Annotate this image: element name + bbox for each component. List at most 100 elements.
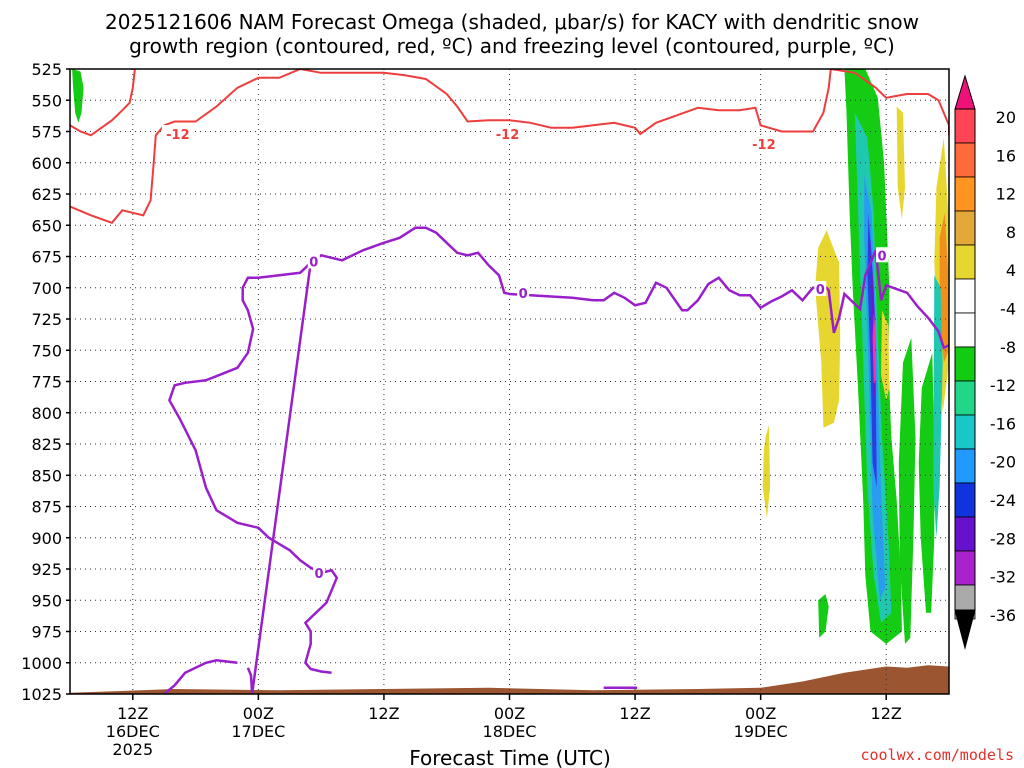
y-tick-label: 600 [31,154,62,173]
y-tick-label: 775 [31,373,62,392]
dgz-contour-1 [70,69,949,224]
dgz-contour-0 [70,69,136,137]
colorbar-swatch [954,414,976,450]
y-tick-label: 1000 [21,654,62,673]
freezing-label-bg [307,253,320,269]
colorbar-swatch [954,482,976,518]
dgz-label-bg [491,125,524,141]
omega-region-1 [815,230,841,428]
y-tick-label: 925 [31,560,62,579]
x-tick-label: 00Z [243,704,274,723]
contours: -12 -12 -12 0 0 0 0 0 [70,69,949,694]
freezing-label-bg [876,247,889,263]
dgz-label-bg [161,125,194,141]
colorbar-swatch [954,346,976,382]
freezing-contour-2 [246,226,949,694]
y-tick-label: 825 [31,435,62,454]
omega-region-13 [898,337,916,644]
colorbar-swatch [954,516,976,552]
colorbar-swatch [954,550,976,586]
x-tick-label: 00Z [494,704,525,723]
colorbar-label: 12 [996,185,1016,204]
y-tick-label: 975 [31,623,62,642]
x-tick-day: 19DEC [734,722,788,741]
chart-title-line1: 2025121606 NAM Forecast Omega (shaded, μ… [105,10,919,34]
colorbar-swatch [954,312,976,348]
credit-text: coolwx.com/models [860,746,1014,764]
freezing-contour-1 [163,659,238,694]
colorbar-swatch [954,380,976,416]
y-tick-label: 800 [31,404,62,423]
y-tick-label: 950 [31,591,62,610]
colorbar-label: -16 [990,414,1016,433]
y-axis: 525 550 575 600 625 650 675 700 725 750 775 800 825 8… [21,60,70,704]
colorbar-swatch [954,244,976,280]
terrain-fill [70,665,949,694]
x-tick-label: 12Z [368,704,399,723]
freezing-label-bg [517,284,530,300]
y-tick-label: 550 [31,91,62,110]
colorbar-swatch [954,142,976,178]
colorbar-bottom-arrow [954,609,976,650]
omega-region-9 [818,594,829,638]
colorbar-label: 16 [996,146,1016,165]
omega-region-16 [881,310,890,401]
omega-region-2 [762,425,771,518]
colorbar-label: -8 [1000,338,1016,357]
colorbar-swatch [954,278,976,314]
x-tick-day: 18DEC [483,722,537,741]
terrain [70,665,949,694]
x-axis-label: Forecast Time (UTC) [409,746,611,768]
colorbar-label: -28 [990,529,1016,548]
freezing-label-bg [814,281,827,296]
y-tick-label: 875 [31,498,62,517]
x-tick-label: 12Z [619,704,650,723]
colorbar: 20 16 12 8 4 -4 -8 -12 -16 -20 -24 -28 -32 -36 [954,74,1016,650]
x-tick-day: 17DEC [231,722,285,741]
dgz-label-1: -12 [496,128,520,143]
freezing-label-1: 0 [519,287,528,302]
colorbar-label: -32 [990,568,1016,587]
y-tick-label: 725 [31,310,62,329]
x-tick-year: 2025 [112,740,153,759]
x-tick-day: 16DEC [106,722,160,741]
x-tick-label: 12Z [117,704,148,723]
omega-region-14 [918,352,935,613]
freezing-label-2: 0 [816,283,825,298]
grid [70,69,949,694]
colorbar-label: -12 [990,376,1016,395]
x-tick-label: 00Z [745,704,776,723]
freezing-label-3: 0 [878,249,887,264]
y-tick-label: 525 [31,60,62,79]
y-tick-label: 575 [31,123,62,142]
y-tick-label: 850 [31,466,62,485]
y-tick-label: 625 [31,185,62,204]
omega-shading [72,69,949,644]
dgz-label-bg [747,135,780,151]
x-tick-label: 12Z [871,704,902,723]
colorbar-label: -20 [990,453,1016,472]
y-tick-label: 900 [31,529,62,548]
omega-region-0 [72,69,84,123]
dgz-label-2: -12 [752,138,776,153]
colorbar-label: 8 [1006,223,1016,242]
colorbar-label: -36 [990,606,1016,625]
y-tick-label: 1025 [21,685,62,704]
omega-region-8 [872,312,876,383]
colorbar-label: 20 [996,108,1016,127]
colorbar-top-arrow [954,74,976,110]
freezing-contour-0 [168,261,339,675]
chart-title-line2: growth region (contoured, red, ºC) and f… [129,34,895,58]
y-tick-label: 700 [31,279,62,298]
freezing-label-4: 0 [315,567,324,582]
colorbar-swatch [954,448,976,484]
dgz-label-0: -12 [166,128,190,143]
y-tick-label: 750 [31,341,62,360]
colorbar-swatch [954,176,976,212]
colorbar-label: -4 [1000,300,1016,319]
omega-region-15 [933,275,943,538]
colorbar-swatch [954,210,976,246]
y-tick-label: 675 [31,248,62,267]
